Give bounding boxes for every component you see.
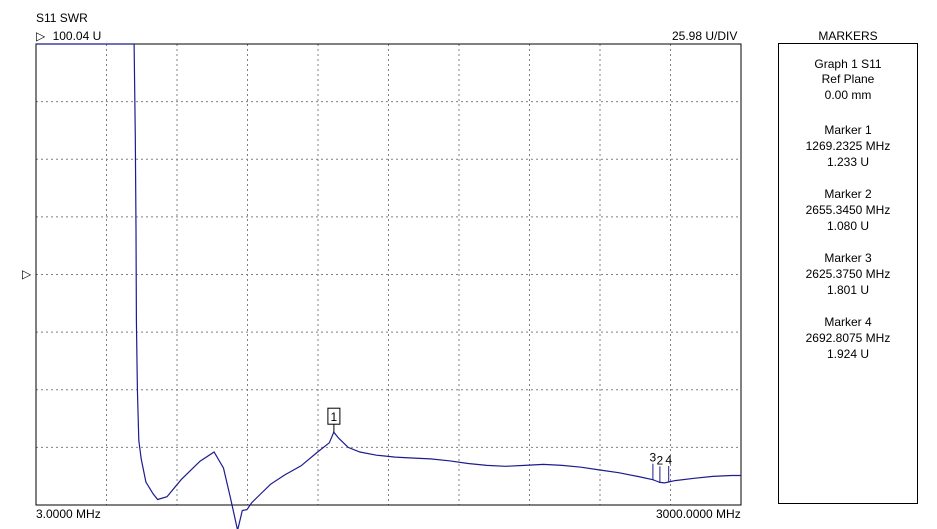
marker-number: 1 <box>331 410 338 424</box>
marker-4-value: 1.924 U <box>826 347 870 361</box>
trace-marker-3[interactable]: 3 <box>650 451 657 480</box>
plot-frame <box>35 43 742 506</box>
marker-number: 2 <box>657 453 664 467</box>
marker-1-frequency: 1269.2325 MHz <box>805 139 891 153</box>
markers-panel-title: MARKERS <box>818 29 878 43</box>
trace-marker-4[interactable]: 4 <box>665 453 672 482</box>
marker-layer: 1 3 2 4 <box>327 407 672 483</box>
swr-trace-line <box>36 43 741 529</box>
reference-level-arrow-icon: ▷ <box>36 29 46 43</box>
reference-level-value: 100.04 U <box>52 29 102 43</box>
ref-plane-value: 0.00 mm <box>824 88 872 102</box>
trace-marker-1[interactable]: 1 <box>327 407 341 433</box>
graph-label: Graph 1 S11 <box>814 57 882 71</box>
start-frequency: 3.0000 MHz <box>36 507 101 521</box>
trace-marker-2[interactable]: 2 <box>657 453 664 483</box>
marker-1-value: 1.233 U <box>826 155 870 169</box>
ref-plane-label: Ref Plane <box>821 72 875 86</box>
marker-3-frequency: 2625.3750 MHz <box>805 267 891 281</box>
trace-layer <box>36 43 741 529</box>
trace-label: S11 SWR <box>36 11 88 25</box>
marker-2-frequency: 2655.3450 MHz <box>805 203 891 217</box>
marker-number: 4 <box>665 453 672 467</box>
marker-2-label: Marker 2 <box>824 187 872 201</box>
plot-grid <box>36 44 741 505</box>
marker-3-value: 1.801 U <box>826 283 870 297</box>
markers-panel: Graph 1 S11 Ref Plane 0.00 mm Marker 1 1… <box>778 43 918 504</box>
marker-box <box>327 407 341 425</box>
marker-4-frequency: 2692.8075 MHz <box>805 331 891 345</box>
reference-position-arrow-icon: ▷ <box>22 267 32 281</box>
stop-frequency: 3000.0000 MHz <box>656 507 741 521</box>
marker-1-label: Marker 1 <box>824 123 872 137</box>
marker-3-label: Marker 3 <box>824 251 872 265</box>
marker-4-label: Marker 4 <box>824 315 872 329</box>
reference-level: ▷ 100.04 U <box>36 29 101 43</box>
scale-per-division: 25.98 U/DIV <box>672 29 738 43</box>
marker-2-value: 1.080 U <box>826 219 870 233</box>
marker-number: 3 <box>650 451 657 465</box>
